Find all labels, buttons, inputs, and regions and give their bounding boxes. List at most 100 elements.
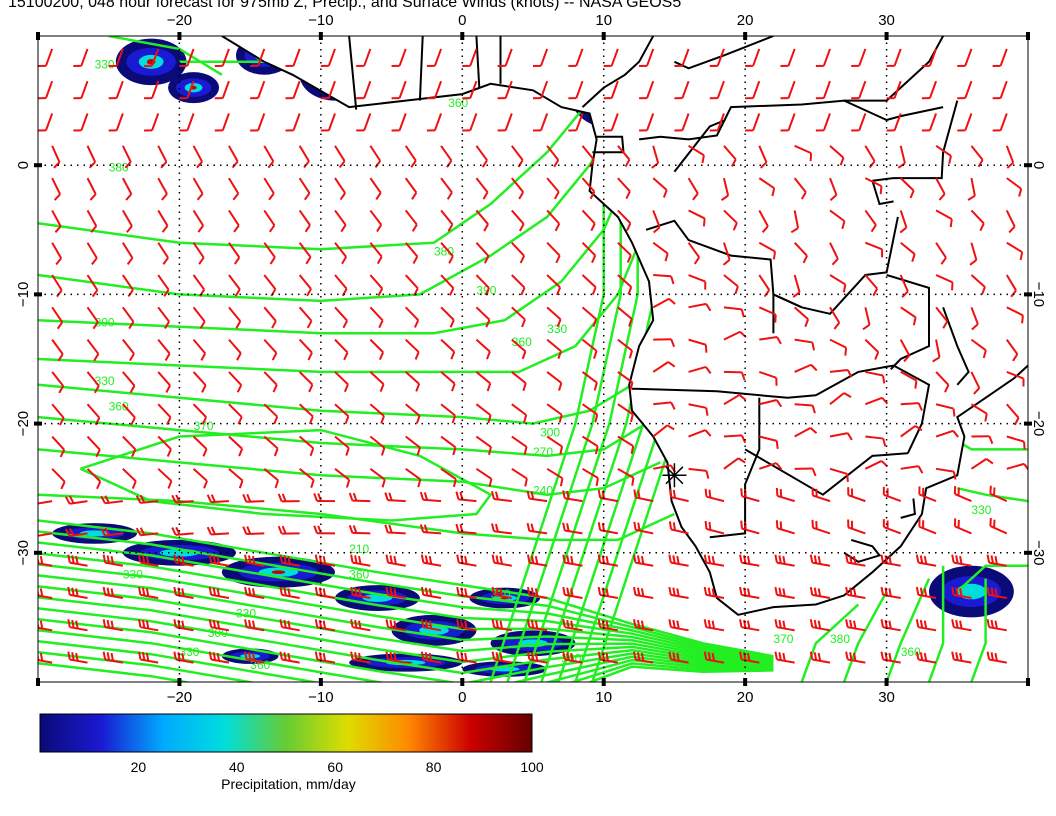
wind-barb-feather xyxy=(216,588,221,597)
wind-barb-staff xyxy=(263,242,276,258)
wind-barb-feather xyxy=(703,554,708,563)
country-border xyxy=(709,397,761,539)
wind-barb-staff xyxy=(546,371,562,384)
wind-barb xyxy=(192,242,205,265)
wind-barb-staff xyxy=(405,403,421,417)
wind-barb-feather xyxy=(705,303,712,312)
wind-barb xyxy=(687,242,700,265)
wind-barb-staff xyxy=(581,177,596,193)
wind-barb xyxy=(86,339,100,362)
wind-barb-feather xyxy=(846,473,849,482)
wind-barb-staff xyxy=(221,48,230,67)
wind-barb-staff xyxy=(688,274,706,283)
wind-barb xyxy=(651,145,660,169)
wind-barb xyxy=(932,339,941,363)
wind-barb xyxy=(546,274,562,296)
wind-barb-feather xyxy=(519,255,526,264)
wind-barb-feather xyxy=(206,526,212,535)
wind-barb-staff xyxy=(404,274,419,290)
wind-barb-staff xyxy=(546,338,562,352)
wind-barb xyxy=(228,371,243,393)
wind-barb-feather xyxy=(967,194,976,201)
wind-barb xyxy=(38,532,53,537)
wind-barb-feather xyxy=(131,449,137,458)
wind-barb-feather xyxy=(248,555,252,564)
contour-label: 380 xyxy=(109,161,129,175)
wind-barb-feather xyxy=(809,586,814,596)
wind-barb xyxy=(581,209,596,232)
wind-barb xyxy=(758,462,783,470)
wind-barb-feather xyxy=(378,351,385,361)
wind-barb-staff xyxy=(1006,370,1024,380)
wind-barb-feather xyxy=(106,652,111,661)
wind-barb-feather xyxy=(318,652,323,661)
wind-barb-feather xyxy=(590,223,596,232)
wind-barb-staff xyxy=(652,145,660,164)
wind-barb xyxy=(688,365,712,374)
wind-barb-feather xyxy=(58,385,65,394)
wind-barb-feather xyxy=(338,160,346,169)
country-border xyxy=(631,387,816,399)
wind-barb-feather xyxy=(350,651,354,660)
wind-barb-feather xyxy=(670,338,676,348)
wind-barb-feather xyxy=(711,620,716,629)
wind-barb-feather xyxy=(1010,289,1017,298)
map-frame xyxy=(37,35,1029,683)
wind-barb xyxy=(384,492,406,503)
wind-barb xyxy=(546,371,563,391)
wind-barb-feather xyxy=(495,652,499,661)
wind-barb-staff xyxy=(80,48,89,67)
wind-barb xyxy=(385,554,406,567)
wind-barb-feather xyxy=(746,588,751,597)
wind-barb xyxy=(298,177,311,201)
wind-barb xyxy=(405,371,421,392)
wind-barb xyxy=(915,651,937,664)
wind-barb-feather xyxy=(491,651,496,660)
wind-barb-staff xyxy=(858,113,867,131)
wind-barb xyxy=(674,80,690,100)
wind-barb-feather xyxy=(640,588,645,597)
wind-barb xyxy=(228,306,242,329)
wind-barb xyxy=(38,80,54,100)
wind-barb xyxy=(350,651,371,664)
wind-barb xyxy=(653,338,676,348)
wind-barb xyxy=(279,554,300,567)
wind-barb-feather xyxy=(279,554,283,563)
wind-barb xyxy=(491,619,512,632)
wind-barb-feather xyxy=(524,478,528,487)
wind-barb-staff xyxy=(617,274,632,288)
wind-barb-feather xyxy=(915,619,920,628)
wind-barb-staff xyxy=(617,435,634,447)
wind-barb-feather xyxy=(242,493,248,503)
country-border xyxy=(348,36,358,110)
wind-barb-feather xyxy=(145,588,150,597)
wind-barb-staff xyxy=(369,468,386,481)
wind-barb-feather xyxy=(570,652,574,662)
wind-barb-staff xyxy=(893,80,902,99)
wind-barb-feather xyxy=(251,620,256,629)
wind-barb xyxy=(935,467,957,480)
wind-barb-feather xyxy=(237,416,243,425)
wind-barb xyxy=(369,209,383,233)
wind-barb-staff xyxy=(86,145,97,163)
wind-barb-staff xyxy=(281,626,300,632)
country-border xyxy=(418,36,424,101)
wind-barb-staff xyxy=(652,210,661,228)
wind-barb-feather xyxy=(499,652,503,662)
wind-barb xyxy=(581,467,599,487)
wind-barb-feather xyxy=(350,619,354,628)
wind-barb xyxy=(851,80,867,100)
wind-barb-feather xyxy=(233,224,240,233)
wind-barb-staff xyxy=(722,242,731,261)
wind-barb xyxy=(793,242,808,264)
wind-barb-feather xyxy=(668,651,672,660)
wind-barb xyxy=(1006,370,1025,387)
wind-barb-feather xyxy=(483,223,489,232)
wind-barb xyxy=(426,48,443,67)
wind-barb-feather xyxy=(350,554,354,563)
wind-barb-feather xyxy=(33,619,34,627)
wind-barb xyxy=(562,651,583,664)
wind-barb-feather xyxy=(141,619,146,629)
wind-barb-staff xyxy=(433,80,443,99)
wind-barb xyxy=(935,274,954,291)
